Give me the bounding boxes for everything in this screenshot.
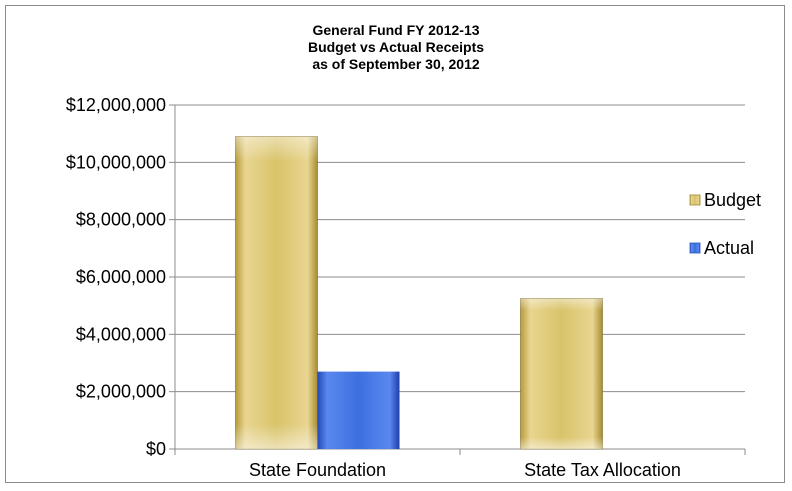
bar-highlight xyxy=(235,136,318,450)
legend-label: Budget xyxy=(704,190,761,210)
chart-title-line-2: Budget vs Actual Receipts xyxy=(307,39,485,55)
y-tick-label: $4,000,000 xyxy=(76,324,166,344)
y-tick-label: $6,000,000 xyxy=(76,267,166,287)
x-category-label: State Foundation xyxy=(249,460,386,480)
chart-title-line-3: as of September 30, 2012 xyxy=(312,56,480,72)
y-tick-label: $10,000,000 xyxy=(66,152,166,172)
bar-actual-1 xyxy=(317,371,400,449)
legend-swatch xyxy=(689,194,701,206)
y-tick-label: $12,000,000 xyxy=(66,95,166,115)
y-tick-label: $2,000,000 xyxy=(76,382,166,402)
y-tick-label: $0 xyxy=(146,439,166,459)
y-tick-label: $8,000,000 xyxy=(76,210,166,230)
legend-item-actual: Actual xyxy=(689,238,754,258)
legend-label: Actual xyxy=(704,238,754,258)
x-category-label: State Tax Allocation xyxy=(524,460,681,480)
legend-swatch xyxy=(689,242,701,254)
bar-highlight xyxy=(520,298,603,449)
chart-title-line-1: General Fund FY 2012-13 xyxy=(312,22,480,38)
legend-item-budget: Budget xyxy=(689,190,761,210)
